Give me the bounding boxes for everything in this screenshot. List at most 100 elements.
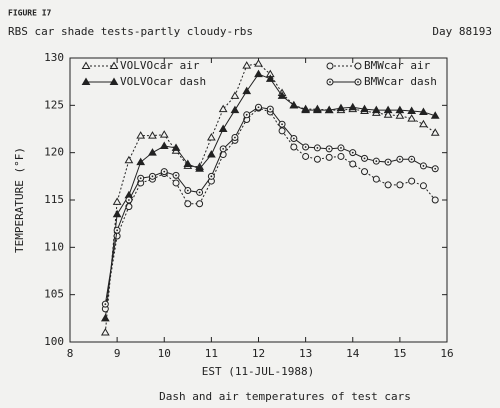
marker-dot — [163, 170, 166, 173]
y-tick-label: 130 — [44, 51, 64, 64]
marker-dot — [316, 147, 319, 149]
y-tick-label: 110 — [44, 240, 64, 253]
legend-label: VOLVOcar air — [120, 59, 200, 72]
marker — [313, 105, 322, 114]
marker — [184, 200, 192, 208]
marker-dot — [340, 147, 342, 149]
marker — [109, 77, 119, 85]
marker — [419, 182, 427, 190]
marker — [419, 107, 428, 115]
marker-dot — [351, 151, 354, 154]
y-tick-label: 105 — [44, 288, 64, 301]
marker — [254, 59, 263, 67]
marker-dot — [328, 147, 331, 150]
marker-dot — [198, 191, 201, 194]
marker-dot — [269, 108, 272, 111]
marker — [325, 153, 333, 161]
marker-dot — [375, 160, 378, 163]
marker-dot — [245, 113, 248, 116]
marker — [112, 197, 122, 205]
x-tick-label: 15 — [393, 347, 406, 360]
marker — [100, 313, 110, 322]
marker — [277, 91, 287, 99]
marker — [207, 150, 216, 158]
marker — [148, 148, 157, 156]
marker — [230, 105, 240, 114]
marker — [395, 105, 405, 114]
marker — [326, 62, 334, 70]
marker — [265, 74, 275, 82]
marker — [360, 104, 369, 113]
y-axis-label: TEMPERATURE (°F) — [13, 147, 26, 253]
legend-label: BMWcar dash — [364, 75, 437, 88]
marker — [348, 102, 358, 111]
marker — [430, 128, 440, 136]
x-axis-label: EST (11-JUL-1988) — [202, 365, 315, 378]
marker — [113, 232, 121, 240]
marker — [419, 119, 428, 128]
marker — [354, 62, 362, 70]
marker-dot — [210, 175, 213, 178]
marker-dot — [151, 175, 154, 178]
marker — [431, 196, 439, 204]
marker — [136, 157, 146, 166]
marker — [207, 133, 216, 141]
marker — [430, 111, 440, 119]
chart-title: RBS car shade tests-partly cloudy-rbs — [8, 25, 253, 38]
marker — [371, 105, 381, 114]
marker — [384, 181, 392, 189]
marker — [408, 177, 416, 185]
marker-dot — [292, 137, 295, 140]
marker-dot — [186, 189, 189, 192]
marker — [302, 152, 310, 160]
marker — [136, 131, 146, 139]
marker-dot — [387, 161, 389, 164]
marker-dot — [422, 165, 425, 167]
caption: Dash and air temperatures of test cars — [159, 390, 411, 403]
marker-dot — [104, 303, 107, 306]
marker — [81, 61, 91, 69]
marker-dot — [304, 146, 307, 148]
x-tick-label: 11 — [205, 347, 218, 360]
marker — [372, 175, 380, 183]
marker — [407, 106, 417, 115]
x-tick-label: 9 — [114, 347, 121, 360]
x-tick-label: 16 — [440, 347, 453, 360]
marker — [196, 200, 204, 208]
x-tick-label: 14 — [346, 347, 360, 360]
marker — [301, 105, 310, 114]
marker — [289, 100, 299, 109]
marker-dot — [410, 158, 413, 161]
figure-label: FIGURE I7 — [8, 9, 52, 18]
x-tick-label: 12 — [252, 347, 265, 360]
marker — [396, 181, 404, 189]
marker-dot — [257, 106, 260, 109]
marker — [148, 131, 157, 139]
marker — [395, 111, 405, 119]
marker — [337, 152, 345, 160]
marker — [109, 61, 119, 69]
marker — [100, 328, 110, 336]
x-tick-label: 10 — [158, 347, 171, 360]
marker — [242, 61, 252, 69]
marker — [112, 209, 122, 218]
y-tick-label: 100 — [44, 335, 64, 348]
series-line — [104, 63, 436, 333]
day-label: Day 88193 — [432, 25, 492, 38]
marker — [195, 164, 204, 172]
marker — [254, 69, 263, 78]
x-tick-label: 13 — [299, 347, 312, 360]
marker — [242, 86, 252, 95]
marker-dot — [116, 229, 119, 232]
marker — [159, 141, 169, 150]
marker — [230, 91, 240, 99]
legend-label: VOLVOcar dash — [120, 75, 206, 88]
legend-label: BMWcar air — [364, 59, 431, 72]
marker-dot — [363, 157, 366, 160]
marker-dot — [434, 167, 437, 170]
marker — [172, 179, 180, 187]
marker — [159, 130, 169, 138]
marker-dot — [128, 199, 130, 201]
marker-dot — [222, 147, 225, 150]
